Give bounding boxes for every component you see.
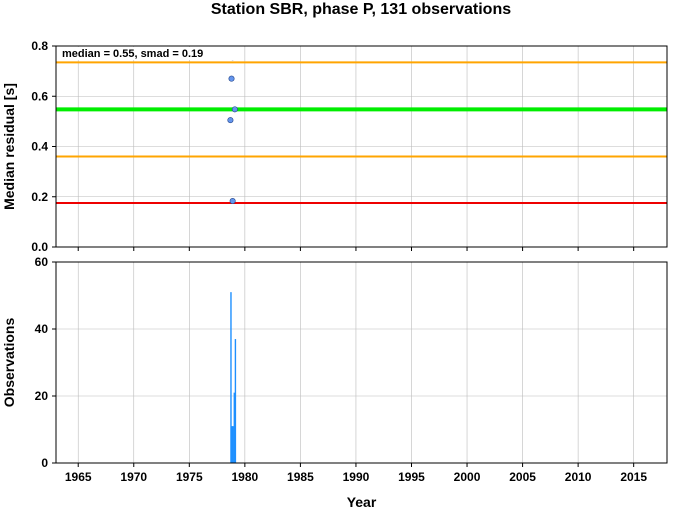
year-tick-label: 1965 (65, 470, 92, 484)
residual-point (231, 106, 238, 113)
year-tick-label: 1990 (343, 470, 370, 484)
year-tick-label: 1985 (287, 470, 314, 484)
observation-bar (232, 426, 234, 463)
year-x-axis-label: Year (347, 494, 377, 510)
residual-y-tick-label: 0.6 (31, 89, 48, 103)
year-tick-label: 2010 (565, 470, 592, 484)
year-tick-label: 2005 (509, 470, 536, 484)
year-tick-label: 1970 (120, 470, 147, 484)
residual-y-axis-label: Median residual [s] (1, 83, 17, 210)
residual-y-tick-label: 0.2 (31, 190, 48, 204)
observations-y-tick-label: 40 (35, 322, 49, 336)
year-tick-label: 1995 (398, 470, 425, 484)
observation-bar (234, 339, 237, 463)
observations-y-tick-label: 20 (35, 389, 49, 403)
observations-plot-frame (55, 261, 668, 464)
residual-y-tick-label: 0.8 (31, 39, 48, 53)
observation-bar (231, 426, 233, 463)
chart-title: Station SBR, phase P, 131 observations (211, 1, 511, 18)
residual-panel: 0.0 0.2 0.4 0.6 0.8 median = 0.55, smad = 0.… (1, 39, 668, 254)
residual-point (227, 117, 234, 124)
observations-panel: 1965 1970 1975 1980 1985 1990 1995 2000 2005 2010… (1, 255, 668, 510)
observations-y-tick-label: 0 (41, 456, 48, 470)
year-tick-label: 1980 (232, 470, 259, 484)
annotation-box (59, 47, 237, 60)
observation-bar (233, 392, 236, 463)
year-tick-label: 1975 (176, 470, 203, 484)
year-tick-label: 2015 (620, 470, 647, 484)
residual-y-tick-label: 0.4 (31, 140, 48, 154)
observations-y-axis-label: Observations (1, 318, 17, 408)
observation-bar (230, 292, 232, 463)
year-tick-label: 2000 (454, 470, 481, 484)
median-smad-annotation: median = 0.55, smad = 0.19 (62, 48, 203, 60)
residual-y-tick-label: 0.0 (31, 240, 48, 254)
residual-point (229, 198, 236, 205)
residual-point (228, 75, 235, 82)
observations-y-tick-label: 60 (35, 255, 49, 269)
